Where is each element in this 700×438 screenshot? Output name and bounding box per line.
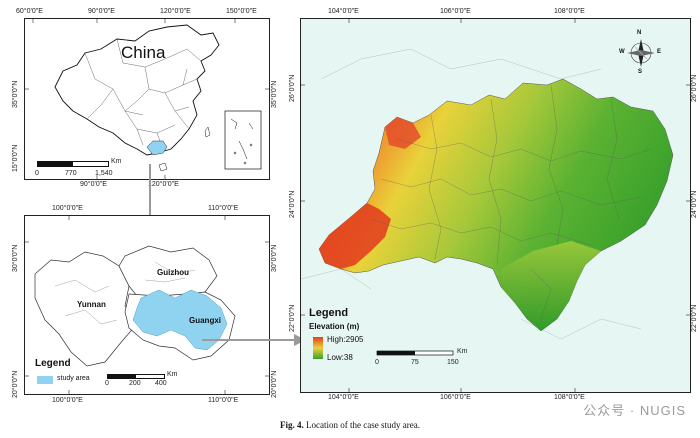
region-bottom-tick-0: 100°0'0"E <box>52 397 83 404</box>
regional-map: Guizhou Yunnan Guangxi Legend study area… <box>24 215 270 395</box>
china-scale-2: 1,540 <box>95 170 113 177</box>
hainan-island <box>158 162 168 172</box>
region-right-tick-1: 20°0'0"N <box>271 370 278 398</box>
compass-rose-icon <box>627 39 655 67</box>
china-left-tick-1: 15°0'0"N <box>12 144 19 172</box>
figure-caption: Fig. 4. Location of the case study area. <box>0 420 700 430</box>
study-scale-2: 150 <box>447 359 459 366</box>
china-left-tick-0: 35°0'0"N <box>12 80 19 108</box>
china-top-tick-3: 150°0'0"E <box>226 8 257 15</box>
china-top-tick-2: 120°0'0"E <box>160 8 191 15</box>
regional-scale-1: 200 <box>129 380 141 387</box>
region-left-tick-1: 20°0'0"N <box>12 370 19 398</box>
regional-scale-0: 0 <box>105 380 109 387</box>
study-right-tick-0: 26°0'0"N <box>691 74 698 102</box>
compass-s: S <box>638 69 643 75</box>
china-map-graphic <box>25 19 269 179</box>
china-right-tick-0: 35°0'0"N <box>271 80 278 108</box>
study-area-elevation-map: N S W E Legend Elevation (m) High:2905 L… <box>300 18 691 393</box>
china-scale-bar <box>37 161 109 167</box>
china-scale-1: 770 <box>65 170 77 177</box>
arrow-region-to-study <box>202 334 306 346</box>
terrain-highland-north <box>385 117 421 149</box>
study-top-tick-2: 108°0'0"E <box>554 8 585 15</box>
region-right-tick-0: 30°0'0"N <box>271 244 278 272</box>
compass-n: N <box>637 30 642 36</box>
region-top-tick-1: 110°0'0"E <box>208 205 239 212</box>
china-bottom-tick-1: 120°0'0"E <box>148 181 179 188</box>
study-bottom-tick-2: 108°0'0"E <box>554 394 585 401</box>
terrain-lowland <box>501 241 601 331</box>
china-scale-0: 0 <box>35 170 39 177</box>
regional-scale-unit: Km <box>167 371 178 378</box>
study-bottom-tick-1: 106°0'0"E <box>440 394 471 401</box>
south-china-sea-inset <box>224 110 262 170</box>
study-right-tick-2: 22°0'0"N <box>691 304 698 332</box>
elevation-map-graphic <box>301 19 690 392</box>
elevation-high-label: High:2905 <box>327 335 364 344</box>
china-scale-unit: Km <box>111 158 122 165</box>
regional-study-area <box>132 289 228 351</box>
compass-w: W <box>619 49 625 55</box>
label-guizhou: Guizhou <box>157 268 189 277</box>
regional-scale-2: 400 <box>155 380 167 387</box>
regional-legend-title: Legend <box>35 358 71 369</box>
china-overview-map: China Km 0 770 1,540 <box>24 18 270 180</box>
regional-legend-label: study area <box>57 375 90 382</box>
study-scale-0: 0 <box>375 359 379 366</box>
label-guangxi: Guangxi <box>189 316 222 325</box>
label-yunnan: Yunnan <box>77 300 106 309</box>
china-top-tick-0: 60°0'0"E <box>16 8 43 15</box>
china-top-tick-1: 90°0'0"E <box>88 8 115 15</box>
regional-legend-swatch <box>37 376 53 384</box>
regional-scale-bar <box>107 374 165 379</box>
study-left-tick-0: 26°0'0"N <box>289 74 296 102</box>
china-map-title: China <box>121 43 166 62</box>
regional-map-graphic <box>25 216 269 394</box>
study-legend-title: Legend <box>309 307 349 319</box>
region-bottom-tick-1: 110°0'0"E <box>208 397 239 404</box>
study-left-tick-2: 22°0'0"N <box>289 304 296 332</box>
region-top-tick-0: 100°0'0"E <box>52 205 83 212</box>
study-bottom-tick-0: 104°0'0"E <box>328 394 359 401</box>
study-right-tick-1: 24°0'0"N <box>691 190 698 218</box>
study-top-tick-1: 106°0'0"E <box>440 8 471 15</box>
taiwan-island <box>204 126 211 138</box>
china-bottom-tick-0: 90°0'0"E <box>80 181 107 188</box>
watermark: 公众号 · NUGIS <box>583 403 686 418</box>
elevation-legend-ramp <box>313 337 323 359</box>
study-left-tick-1: 24°0'0"N <box>289 190 296 218</box>
elevation-low-label: Low:38 <box>327 353 353 362</box>
study-scale-1: 75 <box>411 359 419 366</box>
region-left-tick-0: 30°0'0"N <box>12 244 19 272</box>
study-top-tick-0: 104°0'0"E <box>328 8 359 15</box>
china-study-area-highlight <box>146 140 168 156</box>
caption-label: Fig. 4. <box>280 420 304 430</box>
elevation-legend-title: Elevation (m) <box>309 322 360 331</box>
compass-e: E <box>657 49 662 55</box>
study-scale-unit: Km <box>457 348 468 355</box>
caption-text: Location of the case study area. <box>306 420 420 430</box>
